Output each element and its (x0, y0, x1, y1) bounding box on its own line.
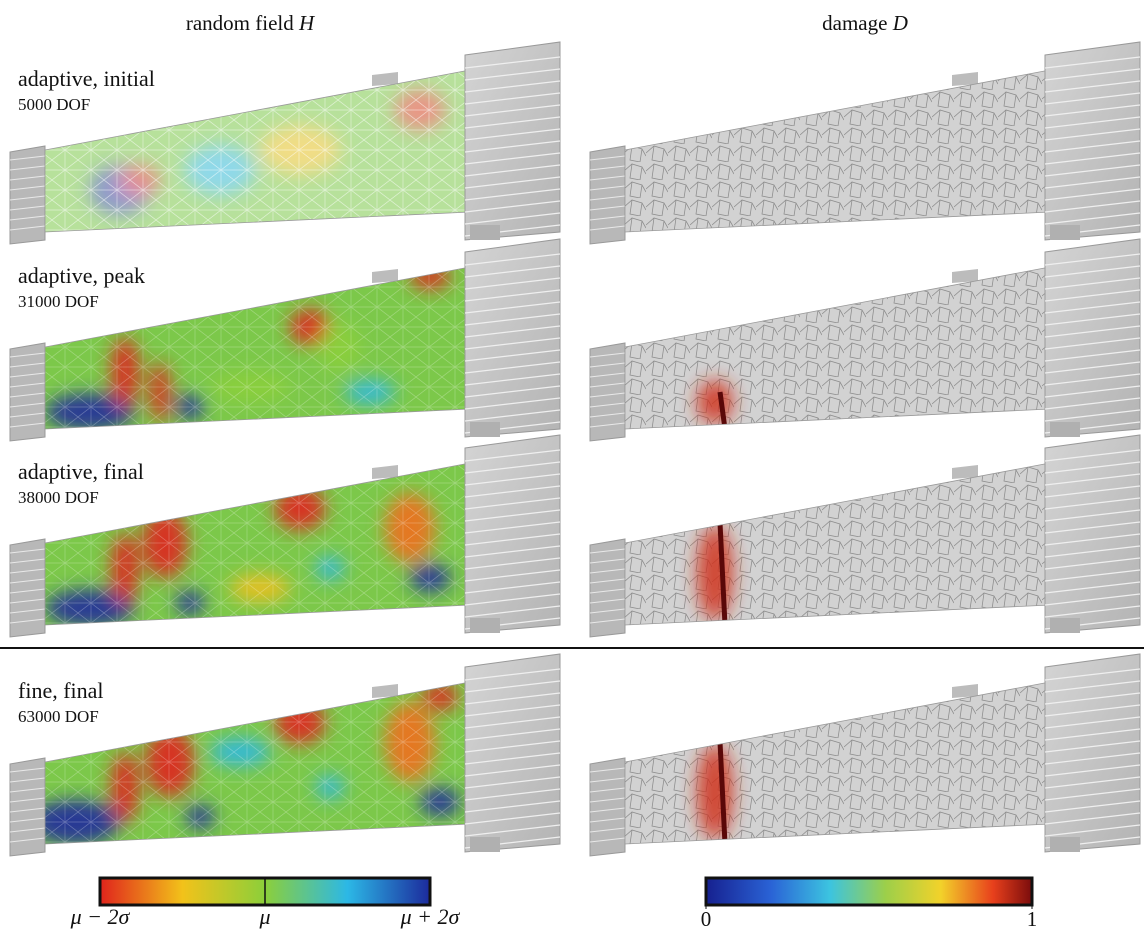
beam-damage (625, 70, 1050, 232)
support-foot (1050, 837, 1080, 852)
row-label: adaptive, initial (18, 66, 155, 91)
column-title: random field H (186, 11, 316, 35)
beam-body (45, 70, 470, 232)
beam-body (45, 265, 470, 430)
mesh-overlay (45, 267, 470, 429)
mesh-gap (45, 70, 470, 232)
crack-blob (697, 744, 733, 840)
crack-blob (697, 525, 733, 621)
support-foot (1050, 618, 1080, 633)
row-dof: 38000 DOF (18, 488, 99, 507)
crack-blob (697, 380, 733, 424)
row-label: fine, final (18, 678, 104, 703)
beam-body (625, 70, 1050, 232)
column-title: damage D (822, 11, 908, 35)
crack (697, 525, 733, 621)
beam-body (625, 463, 1050, 625)
colorbar-label: μ (258, 904, 270, 929)
row-label: adaptive, final (18, 459, 144, 484)
column-title-text: damage (822, 11, 887, 35)
column-symbol: H (298, 11, 316, 35)
beam-panel (590, 42, 1140, 244)
support-foot (470, 837, 500, 852)
beam-damage (625, 267, 1050, 429)
colorbar-tick-label: 1 (1027, 907, 1038, 931)
beam-body (625, 267, 1050, 429)
support-foot (470, 225, 500, 240)
crack (697, 744, 733, 840)
support-foot (1050, 225, 1080, 240)
column-title-text: random field (186, 11, 294, 35)
row-dof: 31000 DOF (18, 292, 99, 311)
figure: random field H damage D adaptive, initia… (0, 0, 1148, 932)
panels: adaptive, initial 5000 DOF adaptive, peak 3… (10, 42, 1140, 856)
colorbar-label: μ + 2σ (400, 904, 461, 929)
support-foot (1050, 422, 1080, 437)
beam-body (45, 463, 470, 626)
support-foot (470, 618, 500, 633)
crack (697, 380, 733, 424)
beam-body (625, 682, 1050, 844)
support-foot (470, 422, 500, 437)
colorbar-label: μ − 2σ (70, 904, 131, 929)
beam-panel (590, 239, 1140, 441)
beam-panel (590, 654, 1140, 856)
colorbar-damage (706, 878, 1032, 905)
row-label: adaptive, peak (18, 263, 145, 288)
beam-panel (590, 435, 1140, 637)
row-dof: 5000 DOF (18, 95, 90, 114)
beam-damage (625, 463, 1050, 625)
colorbar-tick-label: 0 (701, 907, 712, 931)
row-dof: 63000 DOF (18, 707, 99, 726)
column-symbol: D (892, 11, 908, 35)
mesh-overlay (45, 682, 470, 844)
beam-damage (625, 682, 1050, 844)
colorbar-ticks: 01 (701, 905, 1038, 931)
mesh-overlay (45, 463, 470, 625)
